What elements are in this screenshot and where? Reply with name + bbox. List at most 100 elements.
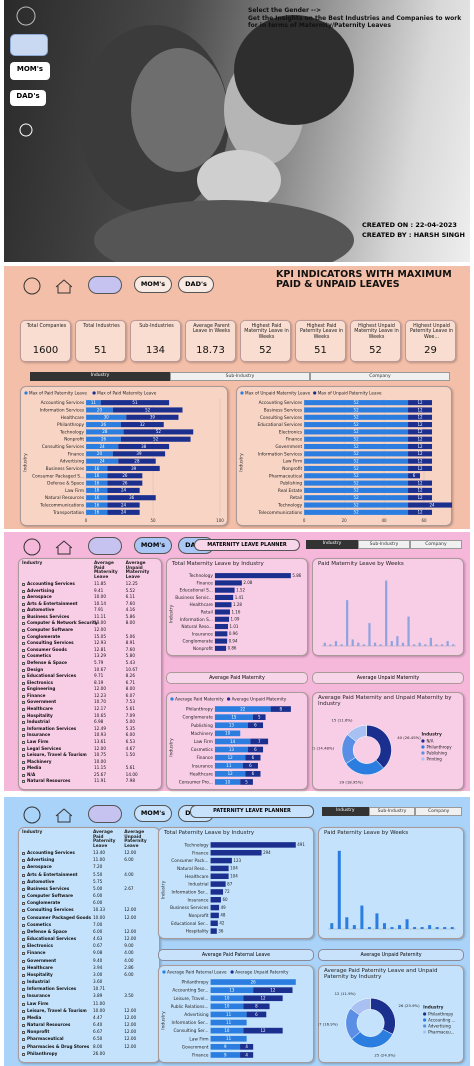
legend-dot [92, 391, 96, 395]
table-cell: 9.71 [94, 673, 104, 679]
row-icon [22, 642, 25, 646]
nav-button[interactable]: MOM's [134, 276, 172, 293]
data-label: 13 [229, 723, 235, 728]
table-cell: 7.09 [125, 712, 135, 718]
tab[interactable]: Industry [306, 540, 358, 549]
table-header: Average Paid Maternity Leave [94, 561, 118, 581]
table-cell: Electronics [27, 679, 53, 685]
legend-label: Pharmaceu... [428, 1029, 454, 1034]
table-cell: 12.00 [124, 1022, 137, 1028]
bar-segment [304, 480, 409, 486]
data-label: 11 [226, 1036, 232, 1041]
table-cell: 13.61 [94, 738, 106, 744]
legend-dot [421, 739, 425, 743]
bar-segment [408, 429, 433, 435]
tab[interactable]: Company [310, 372, 450, 381]
row-icon [22, 916, 25, 920]
table-cell: 10.70 [94, 699, 106, 705]
table-cell: Cosmetics [27, 921, 52, 927]
home-button[interactable] [10, 34, 48, 56]
tab[interactable]: Industry [322, 807, 369, 816]
nav-button[interactable]: DAD's [10, 90, 46, 106]
axis-title: Industry [161, 1011, 167, 1030]
bar-chart: Average Paid Maternity Average Unpaid Mat… [169, 696, 291, 785]
category-label: Educational S... [179, 588, 212, 594]
page-title: MATERNITY LEAVE PLANNER [194, 539, 300, 551]
nav-button[interactable]: DAD's [178, 276, 214, 293]
bar-segment [243, 995, 283, 1002]
category-label: Technology [277, 503, 303, 509]
kpi-value: 18.73 [196, 345, 225, 356]
table-cell: Consulting Services [27, 640, 74, 646]
bar [210, 889, 224, 895]
bar [210, 928, 217, 934]
row-icon [22, 1038, 25, 1042]
tab[interactable]: Sub-Industry [358, 540, 410, 549]
row-icon [22, 773, 25, 777]
category-label: Finance [286, 437, 303, 443]
data-label: 26 (25.9%) [399, 1003, 421, 1008]
table-cell: N/A [27, 771, 36, 777]
table-cell: Healthcare [27, 706, 53, 712]
data-label: 39 [136, 451, 142, 456]
nav-button[interactable]: MOM's [134, 537, 172, 554]
table-cell: 2.86 [124, 964, 134, 970]
table-cell: Information Services [27, 986, 77, 992]
table-cell: 26.00 [93, 1050, 105, 1056]
tab[interactable]: Company [410, 540, 462, 549]
nav-button[interactable]: MOM's [134, 805, 172, 822]
table-cell: Finance [27, 950, 46, 956]
data-label: 16 [94, 488, 100, 493]
bar [214, 580, 242, 586]
bar [210, 897, 221, 903]
legend-dot [421, 751, 425, 755]
icon-button[interactable] [88, 537, 122, 555]
bar-segment [210, 1011, 247, 1018]
icon-button[interactable] [88, 805, 122, 823]
table-cell: 9.41 [94, 587, 104, 593]
bar-segment [245, 754, 261, 761]
data-label: 24 [121, 502, 127, 507]
row-icon [22, 629, 25, 633]
data-label: 0.86 [228, 646, 237, 651]
bar-chart: Max of Paid Paternity Leave Max of Paid M… [23, 390, 225, 523]
table-cell: 7.53 [125, 699, 135, 705]
data-label: 12 [417, 488, 423, 493]
tab[interactable]: Industry [30, 372, 170, 381]
bar-segment [107, 487, 140, 493]
table-cell: Computer Software [27, 627, 73, 633]
table-cell: Consulting Services [27, 907, 74, 913]
tab[interactable]: Sub-Industry [170, 372, 310, 381]
data-label: 12 [417, 437, 423, 442]
legend-dot [170, 697, 174, 701]
bar [214, 609, 230, 615]
photo-shape [131, 48, 227, 172]
x-tick-label: 0 [85, 518, 88, 523]
bar-segment [304, 458, 409, 464]
bar-segment [118, 443, 170, 450]
table-cell: 12.25 [125, 581, 138, 586]
data-label: 52 [354, 429, 360, 434]
category-label: Philanthropy [57, 422, 84, 428]
category-label: Electronics [279, 429, 303, 435]
page-title: KPI INDICATORS WITH MAXIMUM PAID & UNPAI… [276, 269, 452, 291]
home-icon [55, 279, 72, 294]
data-label: 15 [231, 714, 237, 719]
data-label: 20 [97, 451, 103, 456]
category-label: Publishing [191, 723, 213, 729]
category-label: Insurance [192, 763, 213, 769]
data-label: 12 [228, 771, 234, 776]
summary-card: Average Paid Paternal Leave [158, 949, 314, 961]
table-header: Industry [22, 561, 43, 566]
tab[interactable]: Company [415, 807, 462, 816]
table-cell: 10.65 [94, 712, 106, 718]
bar [418, 642, 421, 646]
kpi-value: 51 [94, 345, 107, 356]
nav-button[interactable]: MOM's [10, 62, 50, 80]
bar [367, 927, 371, 929]
bar [440, 644, 444, 646]
table-cell: 5.79 [94, 659, 104, 665]
tab[interactable]: Sub-Industry [368, 807, 416, 816]
icon-button[interactable] [88, 276, 122, 294]
row-icon [22, 938, 25, 942]
